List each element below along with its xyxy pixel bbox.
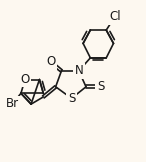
Text: Br: Br <box>6 97 19 110</box>
Text: S: S <box>68 92 75 105</box>
Text: O: O <box>46 55 55 68</box>
Text: N: N <box>74 64 83 77</box>
Text: S: S <box>97 80 104 93</box>
Text: O: O <box>20 73 30 86</box>
Text: Cl: Cl <box>109 10 121 23</box>
